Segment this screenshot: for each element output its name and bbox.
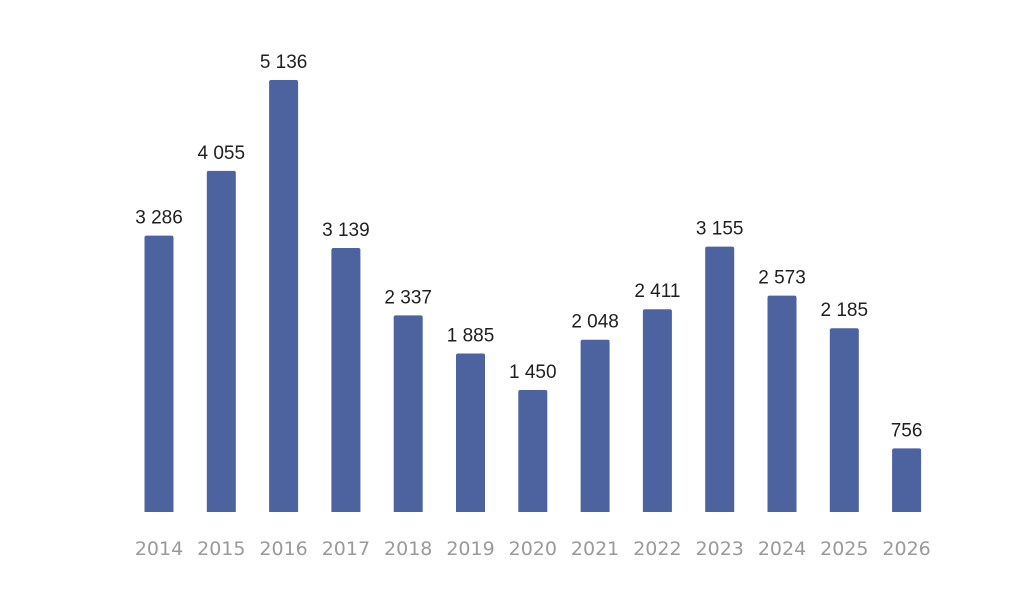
- data-label-2021: 2 048: [571, 312, 619, 333]
- x-tick-2022: 2022: [633, 538, 681, 560]
- data-label-2018: 2 337: [384, 287, 432, 308]
- x-tick-2024: 2024: [758, 538, 806, 560]
- x-axis-tick-labels: 2014 2015 2016 2017 2018 2019 2020 2021 2022 2023…: [135, 538, 931, 560]
- bar-2022: [642, 309, 672, 512]
- x-tick-2019: 2019: [446, 538, 494, 560]
- bar-2026: [892, 448, 922, 512]
- x-tick-2023: 2023: [696, 538, 744, 560]
- bar-2020: [518, 390, 548, 512]
- bar-2025: [829, 328, 859, 512]
- x-tick-2021: 2021: [571, 538, 619, 560]
- data-label-2023: 3 155: [696, 219, 744, 240]
- x-tick-2016: 2016: [259, 538, 307, 560]
- x-tick-2020: 2020: [509, 538, 557, 560]
- x-tick-2018: 2018: [384, 538, 432, 560]
- bars-group: [144, 80, 922, 513]
- x-tick-2025: 2025: [820, 538, 868, 560]
- data-label-2016: 5 136: [260, 52, 308, 73]
- bar-2018: [393, 315, 423, 512]
- data-label-2025: 2 185: [821, 300, 869, 321]
- x-tick-2026: 2026: [882, 538, 930, 560]
- value-labels-group: 3 286 4 055 5 136 3 139 2 337 1 885 1 450 2 048…: [135, 52, 922, 441]
- bar-2021: [580, 339, 610, 512]
- data-label-2024: 2 573: [758, 268, 806, 289]
- data-label-2015: 4 055: [198, 143, 246, 164]
- data-label-2020: 1 450: [509, 362, 557, 383]
- bar-2023: [705, 246, 735, 513]
- data-label-2026: 756: [891, 420, 923, 441]
- x-tick-2014: 2014: [135, 538, 183, 560]
- bar-2017: [331, 247, 361, 512]
- x-tick-2017: 2017: [322, 538, 370, 560]
- data-label-2017: 3 139: [322, 220, 370, 241]
- bar-2015: [206, 170, 236, 512]
- data-label-2022: 2 411: [634, 281, 680, 302]
- x-tick-2015: 2015: [197, 538, 245, 560]
- data-label-2014: 3 286: [135, 208, 183, 229]
- bar-2019: [456, 353, 485, 512]
- bar-2024: [767, 295, 797, 512]
- bar-2016: [269, 80, 299, 512]
- bar-2014: [144, 235, 174, 512]
- data-label-2019: 1 885: [447, 325, 495, 346]
